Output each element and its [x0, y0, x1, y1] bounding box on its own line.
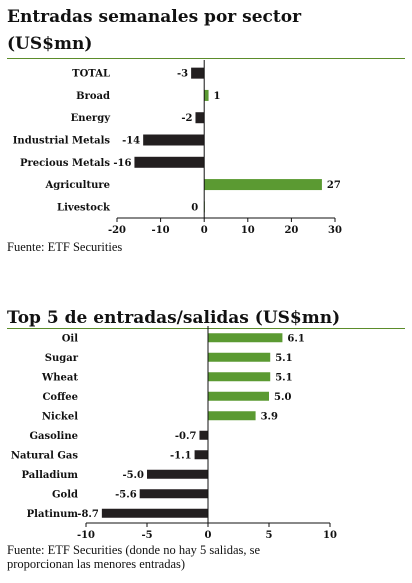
chart1-category-label: Precious Metals: [20, 158, 110, 169]
chart1-bar: [204, 89, 209, 101]
chart2-x-tick-label: 10: [323, 530, 337, 541]
chart1-title-line1: Entradas semanales por sector: [7, 7, 302, 27]
chart1-x-tick-label: -10: [152, 225, 170, 236]
chart2-bar: [101, 508, 208, 518]
chart2-data-label: 5.1: [275, 353, 292, 364]
chart2-bar: [208, 411, 256, 421]
chart2-data-label: 3.9: [261, 411, 278, 422]
chart1-data-label: 27: [327, 180, 341, 191]
chart2-bar: [208, 391, 269, 401]
chart2-bar: [147, 469, 208, 479]
chart2-category-label: Platinum: [27, 509, 79, 520]
chart2-source-line2: proporcionan las menores entradas): [7, 557, 186, 571]
chart1-data-label: -2: [181, 113, 192, 124]
chart1-bar: [191, 67, 205, 79]
chart1-x-tick-label: -20: [108, 225, 126, 236]
chart2-x-tick-label: -5: [141, 530, 152, 541]
chart2-category-label: Gold: [52, 489, 78, 500]
chart1-category-label: TOTAL: [72, 69, 110, 80]
chart1-data-label: -3: [177, 69, 188, 80]
chart1-data-label: -14: [122, 136, 140, 147]
chart2-bar: [208, 333, 283, 343]
chart1-bar: [204, 179, 322, 191]
chart1-bar: [134, 156, 205, 168]
chart2-data-label: -5.6: [115, 489, 137, 500]
chart2-data-label: 5.0: [274, 392, 291, 403]
chart2-title: Top 5 de entradas/salidas (US$mn): [7, 308, 341, 328]
chart2-bar: [208, 372, 271, 382]
chart1-x-tick-label: 30: [328, 225, 342, 236]
chart1-category-label: Agriculture: [45, 180, 111, 191]
chart2-category-label: Oil: [62, 333, 79, 344]
chart2-category-label: Wheat: [41, 372, 78, 383]
chart2-x-tick-label: 5: [266, 530, 273, 541]
chart1-x-tick-label: 20: [284, 225, 298, 236]
chart1-bar: [195, 112, 205, 124]
chart2-category-label: Natural Gas: [11, 450, 79, 461]
chart2-source-line1: Fuente: ETF Securities (donde no hay 5 s…: [7, 543, 261, 557]
chart2-bar: [194, 450, 208, 460]
chart2-bar: [139, 489, 208, 499]
chart2-category-label: Palladium: [22, 470, 79, 481]
chart2-x-tick-label: 0: [205, 530, 212, 541]
chart2-category-label: Coffee: [42, 392, 78, 403]
chart2-data-label: 6.1: [287, 333, 304, 344]
chart1-category-label: Broad: [76, 91, 110, 102]
chart1-category-label: Energy: [71, 113, 112, 124]
chart2-data-label: 5.1: [275, 372, 292, 383]
chart1-x-tick-label: 0: [201, 225, 208, 236]
chart2-data-label: -8.7: [77, 509, 99, 520]
chart2-data-label: -0.7: [175, 431, 197, 442]
chart1-x-tick-label: 10: [241, 225, 255, 236]
chart1-title-line2: (US$mn): [7, 34, 93, 54]
chart2-x-tick-label: -10: [77, 530, 95, 541]
chart1-data-label: 1: [214, 91, 221, 102]
chart2-category-label: Sugar: [45, 353, 79, 364]
chart1-data-label: 0: [191, 202, 198, 213]
chart1-data-label: -16: [113, 158, 131, 169]
chart1-bar: [143, 134, 205, 146]
chart2-bar: [199, 430, 208, 440]
chart2-title-rule: [7, 328, 405, 329]
chart1-category-label: Livestock: [57, 202, 111, 213]
chart1-title-rule: [7, 58, 405, 59]
chart2-category-label: Nickel: [42, 411, 78, 422]
chart1-source: Fuente: ETF Securities: [7, 240, 123, 254]
chart2-bar: [208, 352, 271, 362]
chart2-plot: Oil 6.1 Sugar 5.1 Wheat 5.1 Coffee 5.0 Nickel 3.9…: [11, 326, 337, 541]
chart2-data-label: -5.0: [122, 470, 144, 481]
chart2-category-label: Gasoline: [29, 431, 78, 442]
chart2-data-label: -1.1: [170, 450, 192, 461]
chart1-category-label: Industrial Metals: [13, 136, 111, 147]
